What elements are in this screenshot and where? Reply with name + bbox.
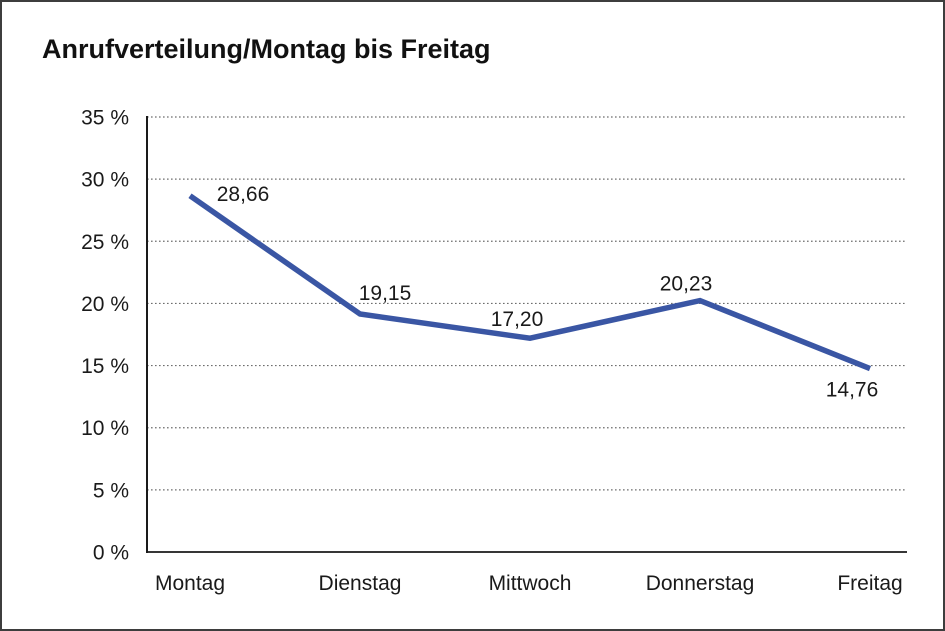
y-tick-label: 20 %: [81, 293, 129, 316]
data-point-label: 17,20: [491, 308, 544, 331]
y-tick-label: 10 %: [81, 417, 129, 440]
data-line: [188, 193, 872, 372]
y-tick-label: 15 %: [81, 355, 129, 378]
data-point-label: 28,66: [217, 183, 270, 206]
data-point-label: 14,76: [826, 379, 879, 402]
y-tick-label: 35 %: [81, 107, 129, 130]
data-point-label: 20,23: [660, 273, 713, 296]
x-category-label: Freitag: [837, 572, 902, 595]
y-tick-label: 30 %: [81, 169, 129, 192]
x-category-label: Montag: [155, 572, 225, 595]
y-tick-label: 0 %: [93, 542, 129, 565]
x-category-label: Donnerstag: [646, 572, 755, 595]
chart-title: Anrufverteilung/Montag bis Freitag: [42, 34, 491, 64]
y-tick-label: 5 %: [93, 479, 129, 502]
x-category-label: Mittwoch: [489, 572, 572, 595]
x-category-label: Dienstag: [319, 572, 402, 595]
y-tick-label: 25 %: [81, 231, 129, 254]
data-point-label: 19,15: [359, 282, 412, 305]
